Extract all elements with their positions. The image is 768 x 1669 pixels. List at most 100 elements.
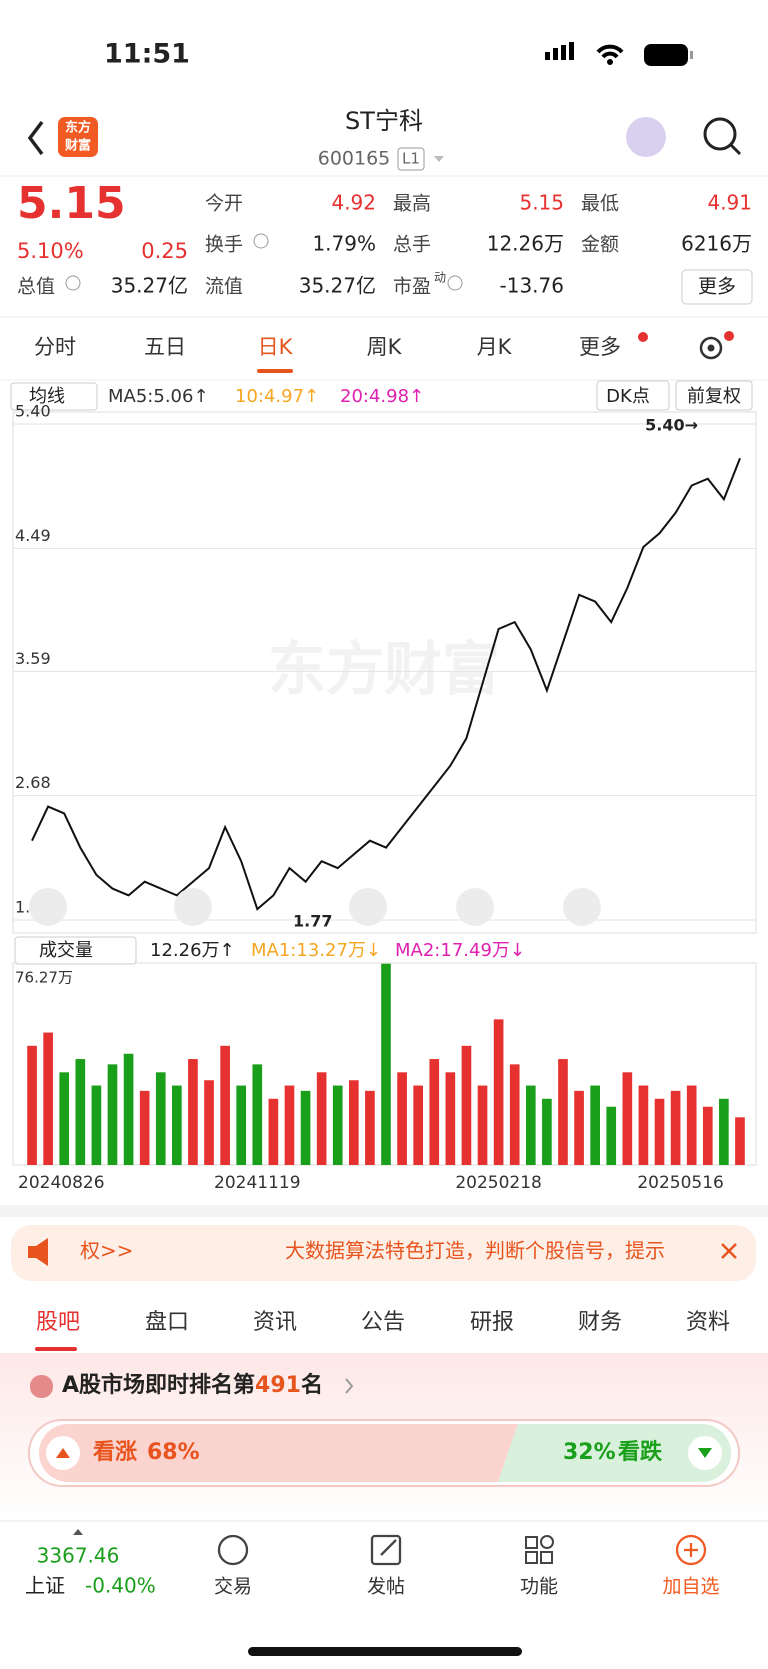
field-value: 6216万 <box>681 232 752 256</box>
volume-bar <box>284 1085 295 1165</box>
volume-bar <box>702 1106 713 1165</box>
change: 0.25 <box>141 239 188 263</box>
ranking-part: A股市场即时排名第 <box>62 1372 255 1398</box>
tab: 周K <box>367 335 403 359</box>
price-frame <box>12 411 757 934</box>
volume-bar <box>348 1080 359 1165</box>
ma-select[interactable] <box>10 382 98 411</box>
up-part[interactable] <box>39 1424 518 1482</box>
adjust-button[interactable] <box>675 380 753 411</box>
function-icon[interactable] <box>525 1535 554 1564</box>
add-icon[interactable] <box>675 1534 707 1566</box>
clock: 11:51 <box>104 39 190 70</box>
volume-bar <box>606 1106 617 1165</box>
field-value: 12.26万 <box>487 232 564 256</box>
search-button[interactable] <box>703 117 742 156</box>
volume-bar <box>686 1085 697 1165</box>
section-tab: 财务 <box>578 1310 622 1335</box>
tab: 分时 <box>34 335 76 359</box>
avatar[interactable] <box>626 117 666 157</box>
field-label: 流值 <box>205 276 243 298</box>
field-value: 1.79% <box>312 232 376 256</box>
back-button[interactable] <box>27 120 44 156</box>
volume-bar <box>252 1064 263 1165</box>
up-arrow <box>56 1448 70 1458</box>
stock-name: ST宁科 <box>345 107 423 135</box>
vol-ma1: MA1:13.27万↓ <box>251 940 381 961</box>
banner[interactable] <box>11 1225 756 1281</box>
x-tick-label: 20250516 <box>637 1173 724 1193</box>
ma10: 10:4.97↑ <box>235 386 319 407</box>
select-text: 均线 <box>29 386 65 407</box>
volume-bar <box>107 1064 118 1165</box>
info-icon <box>447 275 463 291</box>
x-tick-label: 20250218 <box>455 1173 542 1193</box>
index-value: 3367.46 <box>37 1544 120 1568</box>
select-text: 成交量 <box>39 940 93 961</box>
volume-bar <box>461 1045 472 1165</box>
volume-bar <box>574 1090 584 1165</box>
stock-code: 600165 <box>318 148 391 170</box>
volume-bar <box>381 963 391 1165</box>
post-icon[interactable] <box>370 1534 402 1566</box>
tab-indicator <box>257 369 293 373</box>
banner-text: 大数据算法特色打造，判断个股信号，提示 <box>285 1239 665 1263</box>
vol-select[interactable] <box>14 936 137 965</box>
close-button[interactable] <box>721 1243 737 1259</box>
volume-bar <box>477 1085 488 1165</box>
nav-button[interactable] <box>456 888 494 926</box>
rank-icon <box>30 1375 53 1398</box>
badge <box>724 331 734 341</box>
tab: 日K <box>258 335 294 359</box>
index-arrow <box>73 1529 83 1535</box>
nav-label: 功能 <box>520 1576 558 1598</box>
volume-bar <box>172 1085 182 1165</box>
nav-label: 加自选 <box>662 1576 719 1598</box>
volume-bar <box>397 1072 407 1165</box>
tab: 月K <box>477 335 513 359</box>
tab: 五日 <box>144 335 186 359</box>
volume-bar <box>91 1085 102 1165</box>
section-tab: 公告 <box>361 1310 405 1335</box>
nav-button[interactable] <box>563 888 601 926</box>
volume-bar <box>123 1053 134 1165</box>
trade-icon[interactable] <box>217 1534 249 1566</box>
more-button[interactable] <box>681 269 753 305</box>
field-label: 金额 <box>581 234 619 256</box>
nav-label: 交易 <box>214 1576 252 1598</box>
volume-bar <box>413 1085 424 1165</box>
volume-bar <box>493 1019 504 1165</box>
dk-button[interactable] <box>596 380 670 411</box>
dropdown[interactable] <box>434 156 444 162</box>
x-tick-label: 20241119 <box>214 1173 301 1193</box>
field-label: 市盈 <box>393 276 431 298</box>
volume-bar <box>429 1059 440 1165</box>
nav-button[interactable] <box>174 888 212 926</box>
volume-bar <box>139 1090 150 1165</box>
nav-button[interactable] <box>349 888 387 926</box>
down-label: 看跌 <box>618 1440 663 1465</box>
settings-button[interactable] <box>699 336 723 360</box>
speaker-icon <box>28 1238 48 1266</box>
price-line <box>31 457 741 911</box>
status-icons <box>545 42 693 66</box>
field-label: 最高 <box>393 193 431 215</box>
down-pct: 32% <box>563 1440 616 1465</box>
volume-bar <box>558 1059 568 1165</box>
nav-button[interactable] <box>29 888 67 926</box>
badge <box>638 332 648 342</box>
x-tick-label: 20240826 <box>18 1173 105 1193</box>
volume-bar <box>509 1064 520 1165</box>
section-tab: 研报 <box>470 1310 514 1335</box>
max-annotation: 5.40→ <box>645 416 698 435</box>
y-tick-label: 3.59 <box>15 649 51 668</box>
info-icon <box>253 233 269 249</box>
volume-bar <box>204 1080 214 1165</box>
tab: 更多 <box>579 335 621 359</box>
down-part[interactable] <box>498 1424 731 1482</box>
chevron[interactable] <box>345 1378 354 1394</box>
volume-bar <box>236 1085 247 1165</box>
field-label: 总值 <box>17 276 55 298</box>
logo[interactable] <box>58 117 98 157</box>
